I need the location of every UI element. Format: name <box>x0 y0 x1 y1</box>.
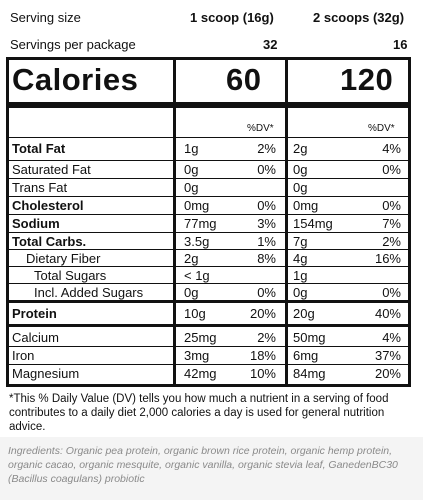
row-rule <box>6 160 411 161</box>
dv-1: 2% <box>257 330 276 345</box>
serving-size-label: Serving size <box>10 10 81 25</box>
amount-2: 0g <box>293 285 308 300</box>
row-rule <box>6 249 411 250</box>
serving-size-2: 2 scoops (32g) <box>313 10 405 25</box>
dv-2: 0% <box>382 162 401 177</box>
calories-value-1: 60 <box>226 62 262 97</box>
row-rule <box>6 178 411 179</box>
row-rule <box>6 324 411 327</box>
dv-1: 2% <box>257 141 276 156</box>
amount-2: 0g <box>293 162 308 177</box>
amount-1: 42mg <box>184 366 217 381</box>
row-rule <box>6 137 411 138</box>
dv-1: 18% <box>249 348 276 363</box>
dv-1: 0% <box>257 285 276 300</box>
amount-2: 2g <box>293 141 308 156</box>
calories-label: Calories <box>12 62 139 97</box>
nutrient-name: Total Fat <box>12 141 66 156</box>
dv-2: 20% <box>374 366 401 381</box>
dv-2: 40% <box>374 306 401 321</box>
row-rule <box>6 196 411 197</box>
servings-per-package-1: 32 <box>263 37 278 52</box>
amount-1: 1g <box>184 141 199 156</box>
nutrient-name: Cholesterol <box>12 198 84 213</box>
dv-1: 8% <box>257 251 276 266</box>
nutrient-name: Incl. Added Sugars <box>34 285 144 300</box>
amount-1: 0mg <box>184 198 210 213</box>
nutrition-panel <box>6 57 411 387</box>
dv-1: 20% <box>249 306 276 321</box>
amount-1: < 1g <box>184 268 210 283</box>
amount-1: 25mg <box>184 330 217 345</box>
dv-2: 2% <box>382 234 401 249</box>
dv-2: 4% <box>382 330 401 345</box>
amount-1: 0g <box>184 162 199 177</box>
amount-2: 154mg <box>293 216 333 231</box>
servings-per-package-2: 16 <box>393 37 408 52</box>
amount-1: 0g <box>184 285 199 300</box>
footnote: *This % Daily Value (DV) tells you how m… <box>9 393 389 433</box>
dv-header-2: %DV* <box>368 123 395 134</box>
row-rule <box>6 346 411 347</box>
dv-2: 16% <box>374 251 401 266</box>
dv-1: 3% <box>257 216 276 231</box>
column-divider-2 <box>285 57 288 387</box>
row-rule <box>6 364 411 365</box>
nutrient-name: Calcium <box>12 330 59 345</box>
nutrient-name: Saturated Fat <box>12 162 91 177</box>
nutrient-name: Total Carbs. <box>12 234 87 249</box>
amount-1: 3mg <box>184 348 210 363</box>
column-divider-1 <box>173 57 176 387</box>
ingredients: Ingredients: Organic pea protein, organi… <box>0 437 423 500</box>
nutrient-name: Sodium <box>12 216 60 231</box>
amount-2: 7g <box>293 234 308 249</box>
amount-2: 50mg <box>293 330 326 345</box>
nutrient-name: Dietary Fiber <box>26 251 101 266</box>
row-rule <box>6 232 411 233</box>
dv-1: 10% <box>249 366 276 381</box>
amount-1: 10g <box>184 306 206 321</box>
dv-2: 7% <box>382 216 401 231</box>
serving-size-1: 1 scoop (16g) <box>190 10 274 25</box>
amount-2: 84mg <box>293 366 326 381</box>
nutrient-name: Protein <box>12 306 57 321</box>
amount-2: 4g <box>293 251 308 266</box>
dv-1: 0% <box>257 162 276 177</box>
nutrient-name: Total Sugars <box>34 268 107 283</box>
nutrient-name: Magnesium <box>12 366 80 381</box>
amount-2: 0mg <box>293 198 319 213</box>
dv-2: 0% <box>382 285 401 300</box>
row-rule <box>6 266 411 267</box>
nutrient-name: Iron <box>12 348 35 363</box>
row-rule <box>6 283 411 284</box>
amount-2: 20g <box>293 306 315 321</box>
dv-1: 1% <box>257 234 276 249</box>
nutrient-name: Trans Fat <box>12 180 68 195</box>
dv-2: 4% <box>382 141 401 156</box>
row-rule <box>6 300 411 303</box>
dv-2: 0% <box>382 198 401 213</box>
dv-header-1: %DV* <box>247 123 274 134</box>
dv-1: 0% <box>257 198 276 213</box>
amount-1: 2g <box>184 251 199 266</box>
dv-2: 37% <box>374 348 401 363</box>
amount-1: 0g <box>184 180 199 195</box>
amount-2: 6mg <box>293 348 319 363</box>
amount-2: 1g <box>293 268 308 283</box>
calories-value-2: 120 <box>340 62 394 97</box>
row-rule <box>6 214 411 215</box>
servings-per-package-label: Servings per package <box>10 37 136 52</box>
amount-1: 3.5g <box>184 234 210 249</box>
amount-1: 77mg <box>184 216 217 231</box>
amount-2: 0g <box>293 180 308 195</box>
calories-rule <box>6 102 411 108</box>
